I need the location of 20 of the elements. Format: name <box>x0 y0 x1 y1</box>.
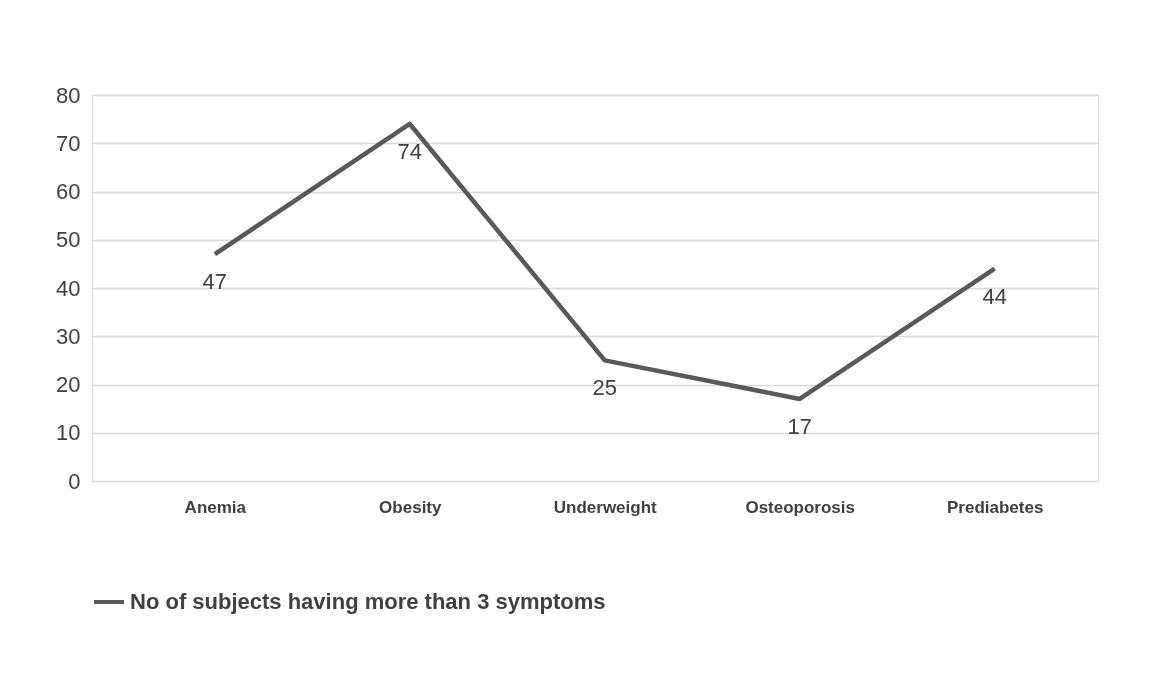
y-tick-label: 10 <box>56 420 81 446</box>
y-tick-label: 70 <box>56 130 81 156</box>
y-tick-label: 50 <box>56 227 81 253</box>
data-label: 17 <box>787 413 812 439</box>
y-tick-label: 0 <box>68 468 81 494</box>
data-label: 74 <box>397 138 423 164</box>
data-label: 25 <box>592 375 617 401</box>
legend-label: No of subjects having more than 3 symptoms <box>130 589 606 614</box>
y-tick-label: 30 <box>56 323 81 349</box>
y-tick-label: 60 <box>56 179 81 204</box>
x-tick-label: Prediabetes <box>946 497 1044 517</box>
x-tick-label: Anemia <box>184 497 247 517</box>
data-label: 44 <box>982 283 1007 309</box>
data-label: 47 <box>202 269 228 295</box>
x-tick-label: Obesity <box>379 497 443 517</box>
x-tick-label: Osteoporosis <box>745 497 856 517</box>
y-tick-label: 80 <box>56 82 81 108</box>
x-tick-label: Underweight <box>553 497 658 517</box>
y-tick-label: 40 <box>56 275 81 301</box>
y-tick-label: 20 <box>56 372 81 397</box>
